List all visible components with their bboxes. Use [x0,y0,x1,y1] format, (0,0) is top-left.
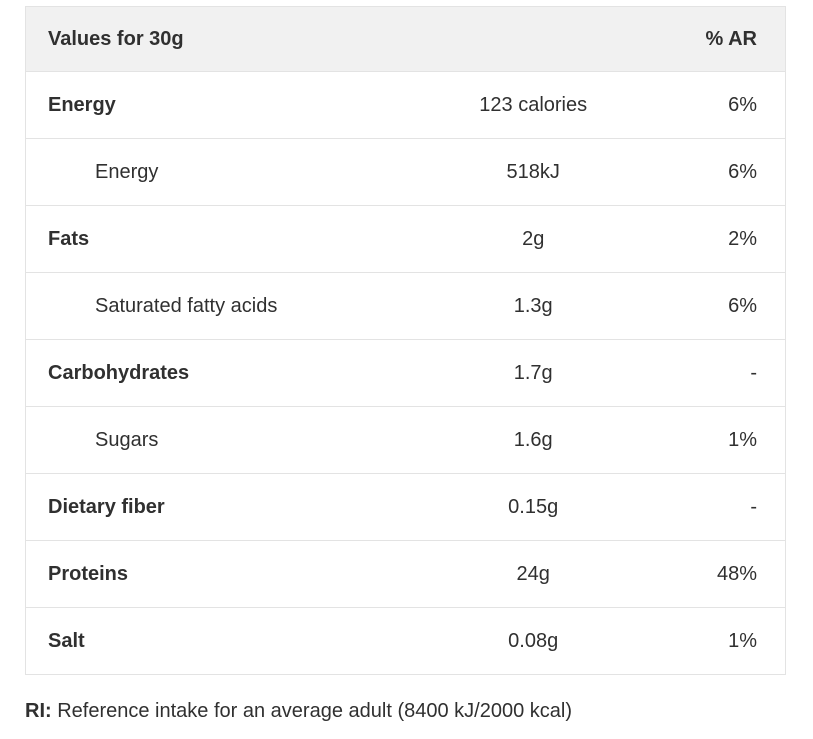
table-row: Dietary fiber 0.15g - [25,473,786,541]
nutrient-percent: - [654,339,786,407]
header-percent-ar: % AR [654,6,786,72]
table-row: Energy 518kJ 6% [25,138,786,206]
table-row: Salt 0.08g 1% [25,607,786,675]
nutrient-value: 24g [411,540,655,608]
nutrient-percent: 6% [654,138,786,206]
nutrient-label: Energy [25,138,412,206]
nutrition-table: Values for 30g % AR Energy 123 calories … [25,6,786,675]
table-row: Sugars 1.6g 1% [25,406,786,474]
nutrient-percent: 6% [654,71,786,139]
nutrition-table-container: Values for 30g % AR Energy 123 calories … [25,6,786,675]
nutrient-percent: 1% [654,406,786,474]
header-serving-size: Values for 30g [25,6,412,72]
nutrient-label: Energy [25,71,412,139]
nutrient-percent: 48% [654,540,786,608]
nutrient-label: Carbohydrates [25,339,412,407]
header-amount [411,6,655,72]
nutrient-value: 1.6g [411,406,655,474]
nutrient-value: 123 calories [411,71,655,139]
nutrient-value: 0.15g [411,473,655,541]
nutrient-label: Salt [25,607,412,675]
nutrient-label: Fats [25,205,412,273]
nutrient-value: 1.3g [411,272,655,340]
nutrient-percent: 1% [654,607,786,675]
nutrient-percent: 2% [654,205,786,273]
table-row: Proteins 24g 48% [25,540,786,608]
table-row: Energy 123 calories 6% [25,71,786,139]
table-header: Values for 30g % AR [25,6,786,72]
table-row: Fats 2g 2% [25,205,786,273]
nutrient-label: Saturated fatty acids [25,272,412,340]
nutrient-label: Proteins [25,540,412,608]
table-row: Carbohydrates 1.7g - [25,339,786,407]
header-row: Values for 30g % AR [25,6,786,72]
table-row: Saturated fatty acids 1.3g 6% [25,272,786,340]
reference-intake-footnote: RI: Reference intake for an average adul… [25,700,572,723]
nutrient-value: 2g [411,205,655,273]
nutrient-percent: - [654,473,786,541]
nutrient-label: Sugars [25,406,412,474]
table-body: Energy 123 calories 6% Energy 518kJ 6% F… [25,71,786,675]
footnote-text: Reference intake for an average adult (8… [51,700,572,722]
nutrient-value: 1.7g [411,339,655,407]
nutrient-label: Dietary fiber [25,473,412,541]
footnote-prefix: RI: [25,700,52,722]
nutrient-value: 518kJ [411,138,655,206]
nutrient-value: 0.08g [411,607,655,675]
nutrient-percent: 6% [654,272,786,340]
